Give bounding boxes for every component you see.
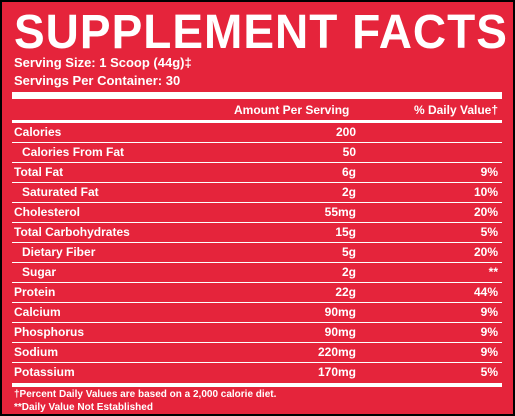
nutrient-amount: 2g [341, 185, 356, 199]
nutrient-amount: 200 [335, 125, 356, 139]
nutrient-daily-value: 20% [473, 205, 498, 219]
nutrient-daily-value: 9% [480, 325, 498, 339]
nutrient-name: Protein [14, 285, 56, 299]
nutrient-name: Phosphorus [14, 325, 85, 339]
footnote-not-established: **Daily Value Not Established [14, 402, 153, 413]
table-row: Phosphorus 90mg 9% [12, 323, 502, 342]
nutrient-daily-value: 44% [473, 285, 498, 299]
row-divider [12, 282, 502, 283]
nutrient-amount: 55mg [324, 205, 356, 219]
nutrient-amount: 22g [335, 285, 356, 299]
nutrient-daily-value: 9% [480, 345, 498, 359]
table-row: Total Carbohydrates 15g 5% [12, 223, 502, 242]
nutrient-amount: 2g [341, 265, 356, 279]
row-divider [12, 242, 502, 243]
thick-divider-bottom [12, 383, 502, 387]
row-divider [12, 182, 502, 183]
nutrient-daily-value: 20% [473, 245, 498, 259]
nutrient-name: Sodium [14, 345, 58, 359]
nutrient-amount: 5g [341, 245, 356, 259]
nutrient-name: Total Fat [14, 165, 64, 179]
amount-per-serving-header: Amount Per Serving [234, 103, 350, 117]
table-row: Total Fat 6g 9% [12, 163, 502, 182]
nutrient-name: Calcium [14, 305, 61, 319]
row-divider [12, 342, 502, 343]
nutrient-daily-value: 5% [480, 225, 498, 239]
nutrient-name: Potassium [14, 365, 75, 379]
table-row: Sugar 2g ** [12, 263, 502, 282]
row-divider [12, 142, 502, 143]
row-divider [12, 202, 502, 203]
daily-value-header: % Daily Value† [413, 103, 498, 117]
nutrient-amount: 90mg [324, 325, 356, 339]
serving-size: Serving Size: 1 Scoop (44g)‡ [14, 55, 192, 70]
nutrient-amount: 220mg [317, 345, 356, 359]
table-row: Sodium 220mg 9% [12, 343, 502, 362]
table-row: Saturated Fat 2g 10% [12, 183, 502, 202]
table-row: Calories 200 [12, 123, 502, 142]
row-divider [12, 302, 502, 303]
nutrient-daily-value: ** [488, 265, 498, 279]
table-row: Dietary Fiber 5g 20% [12, 243, 502, 262]
table-row: Cholesterol 55mg 20% [12, 203, 502, 222]
nutrient-amount: 170mg [317, 365, 356, 379]
table-row: Protein 22g 44% [12, 283, 502, 302]
thick-divider-header [12, 120, 502, 123]
table-row: Potassium 170mg 5% [12, 363, 502, 382]
nutrient-name: Saturated Fat [22, 185, 99, 199]
nutrient-daily-value: 9% [480, 165, 498, 179]
row-divider [12, 322, 502, 323]
nutrient-daily-value: 9% [480, 305, 498, 319]
footnote-daily-values: †Percent Daily Values are based on a 2,0… [14, 389, 277, 400]
nutrient-amount: 50 [342, 145, 356, 159]
nutrient-daily-value: 10% [473, 185, 498, 199]
nutrient-amount: 15g [335, 225, 356, 239]
row-divider [12, 162, 502, 163]
table-row: Calcium 90mg 9% [12, 303, 502, 322]
servings-per-container: Servings Per Container: 30 [14, 73, 181, 88]
panel-title: SUPPLEMENT FACTS [14, 4, 508, 59]
nutrient-name: Total Carbohydrates [14, 225, 130, 239]
row-divider [12, 362, 502, 363]
table-row: Calories From Fat 50 [12, 143, 502, 162]
thick-divider-top [12, 92, 502, 99]
nutrient-name: Sugar [22, 265, 57, 279]
nutrient-name: Calories [14, 125, 62, 139]
nutrient-name: Calories From Fat [22, 145, 125, 159]
nutrient-amount: 6g [341, 165, 356, 179]
nutrient-amount: 90mg [324, 305, 356, 319]
nutrient-name: Dietary Fiber [22, 245, 96, 259]
row-divider [12, 262, 502, 263]
row-divider [12, 222, 502, 223]
nutrient-daily-value: 5% [480, 365, 498, 379]
nutrient-name: Cholesterol [14, 205, 81, 219]
